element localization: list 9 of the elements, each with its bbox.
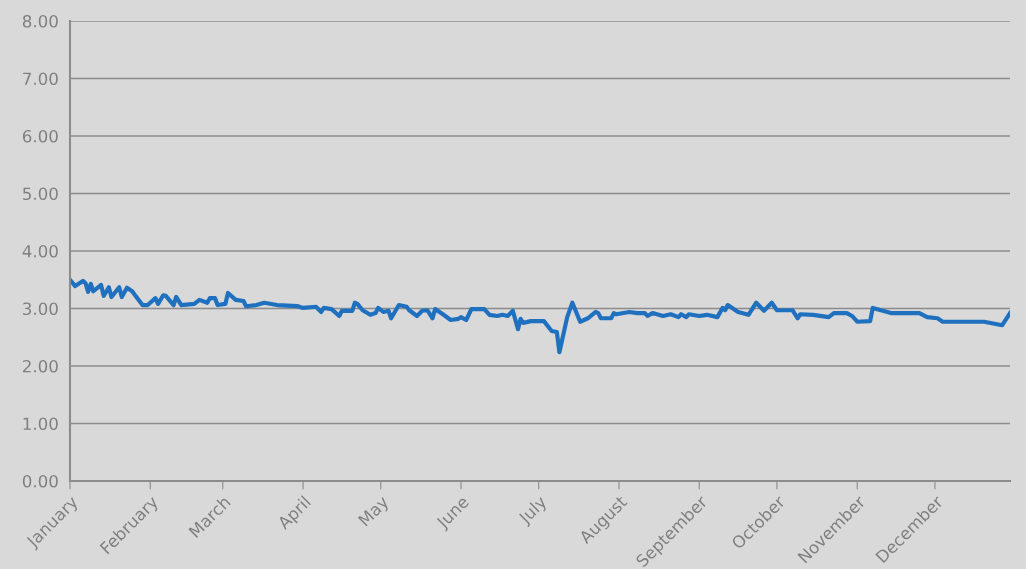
y-tick-label: 5.00 <box>23 187 58 201</box>
y-tick-label: 6.00 <box>22 129 58 143</box>
y-tick-label: 8.00 <box>22 14 58 28</box>
y-tick-label: 7.00 <box>23 72 58 86</box>
y-tick-label: 3.00 <box>23 302 58 316</box>
y-tick-label: 4.00 <box>22 244 58 258</box>
y-tick-label: 2.00 <box>23 359 58 373</box>
y-tick-label: 1.00 <box>23 417 58 431</box>
y-tick-label: 0.00 <box>22 474 58 488</box>
